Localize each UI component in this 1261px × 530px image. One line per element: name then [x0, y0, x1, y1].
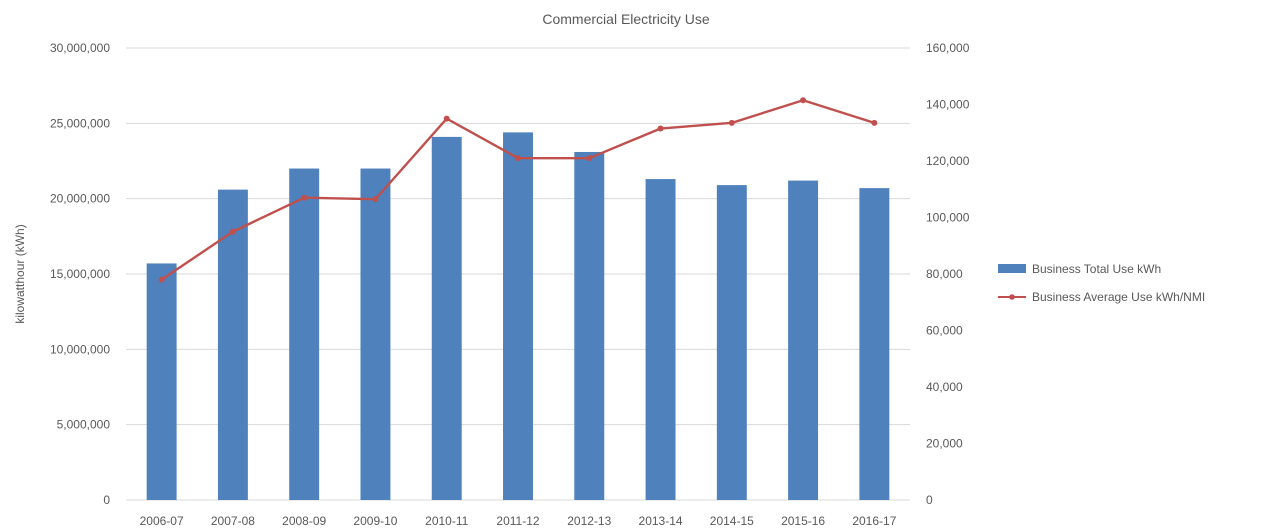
bar: [217, 189, 248, 501]
y-tick-label-left: 30,000,000: [50, 41, 110, 55]
y-tick-label-right: 80,000: [926, 267, 963, 281]
bar: [574, 151, 605, 500]
legend-swatch-bar: [998, 264, 1026, 273]
bar: [146, 263, 177, 500]
line-point: [158, 276, 165, 283]
line-series: [158, 97, 878, 283]
legend: Business Total Use kWh Business Average …: [998, 262, 1205, 304]
line-point: [800, 97, 807, 104]
bar: [645, 179, 676, 500]
y-axis-right: 0 20,000 40,000 60,000 80,000 100,000 120,000 1…: [926, 41, 970, 507]
x-tick-label: 2014-15: [710, 514, 754, 528]
line-point: [586, 155, 593, 162]
legend-swatch-marker: [1009, 294, 1015, 300]
y-axis-title: kilowatthour (kWh): [13, 224, 27, 323]
y-tick-label-left: 25,000,000: [50, 116, 110, 130]
y-tick-label-right: 0: [926, 493, 933, 507]
y-tick-label-left: 10,000,000: [50, 342, 110, 356]
line-point: [372, 196, 379, 203]
x-tick-label: 2008-09: [282, 514, 326, 528]
x-tick-label: 2011-12: [496, 514, 539, 528]
legend-label-bar: Business Total Use kWh: [1032, 262, 1161, 276]
x-tick-label: 2006-07: [140, 514, 184, 528]
line-point: [728, 119, 735, 126]
legend-label-line: Business Average Use kWh/NMI: [1032, 290, 1205, 304]
y-tick-label-right: 20,000: [926, 437, 963, 451]
y-tick-label-right: 160,000: [926, 41, 970, 55]
x-tick-label: 2013-14: [639, 514, 683, 528]
y-tick-label-right: 120,000: [926, 154, 970, 168]
line-point: [229, 228, 236, 235]
line-point: [443, 115, 450, 122]
line-point: [301, 194, 308, 201]
y-tick-label-right: 60,000: [926, 324, 963, 338]
y-tick-label-left: 15,000,000: [50, 267, 110, 281]
bar: [431, 136, 462, 501]
chart-title: Commercial Electricity Use: [542, 11, 709, 27]
x-tick-label: 2009-10: [353, 514, 397, 528]
y-tick-label-left: 0: [103, 493, 110, 507]
bar-series: [146, 132, 890, 501]
x-tick-label: 2016-17: [852, 514, 896, 528]
bar: [360, 168, 391, 501]
bar: [289, 168, 320, 501]
line-point: [871, 119, 878, 126]
y-tick-label-left: 5,000,000: [57, 418, 111, 432]
x-axis: 2006-07 2007-08 2008-09 2009-10 2010-11 2011-…: [140, 514, 897, 528]
x-tick-label: 2007-08: [211, 514, 255, 528]
bar: [788, 180, 819, 500]
x-tick-label: 2010-11: [425, 514, 468, 528]
x-tick-label: 2012-13: [567, 514, 611, 528]
y-tick-label-right: 40,000: [926, 380, 963, 394]
line-point: [515, 155, 521, 162]
y-tick-label-right: 100,000: [926, 211, 970, 225]
bar: [716, 185, 747, 500]
bar: [859, 188, 890, 500]
y-tick-label-right: 140,000: [926, 98, 970, 112]
x-tick-label: 2015-16: [781, 514, 825, 528]
y-axis-left: 0 5,000,000 10,000,000 15,000,000 20,000,000…: [50, 41, 110, 507]
bar: [503, 132, 533, 500]
y-tick-label-left: 20,000,000: [50, 192, 110, 206]
line-point: [657, 125, 664, 132]
